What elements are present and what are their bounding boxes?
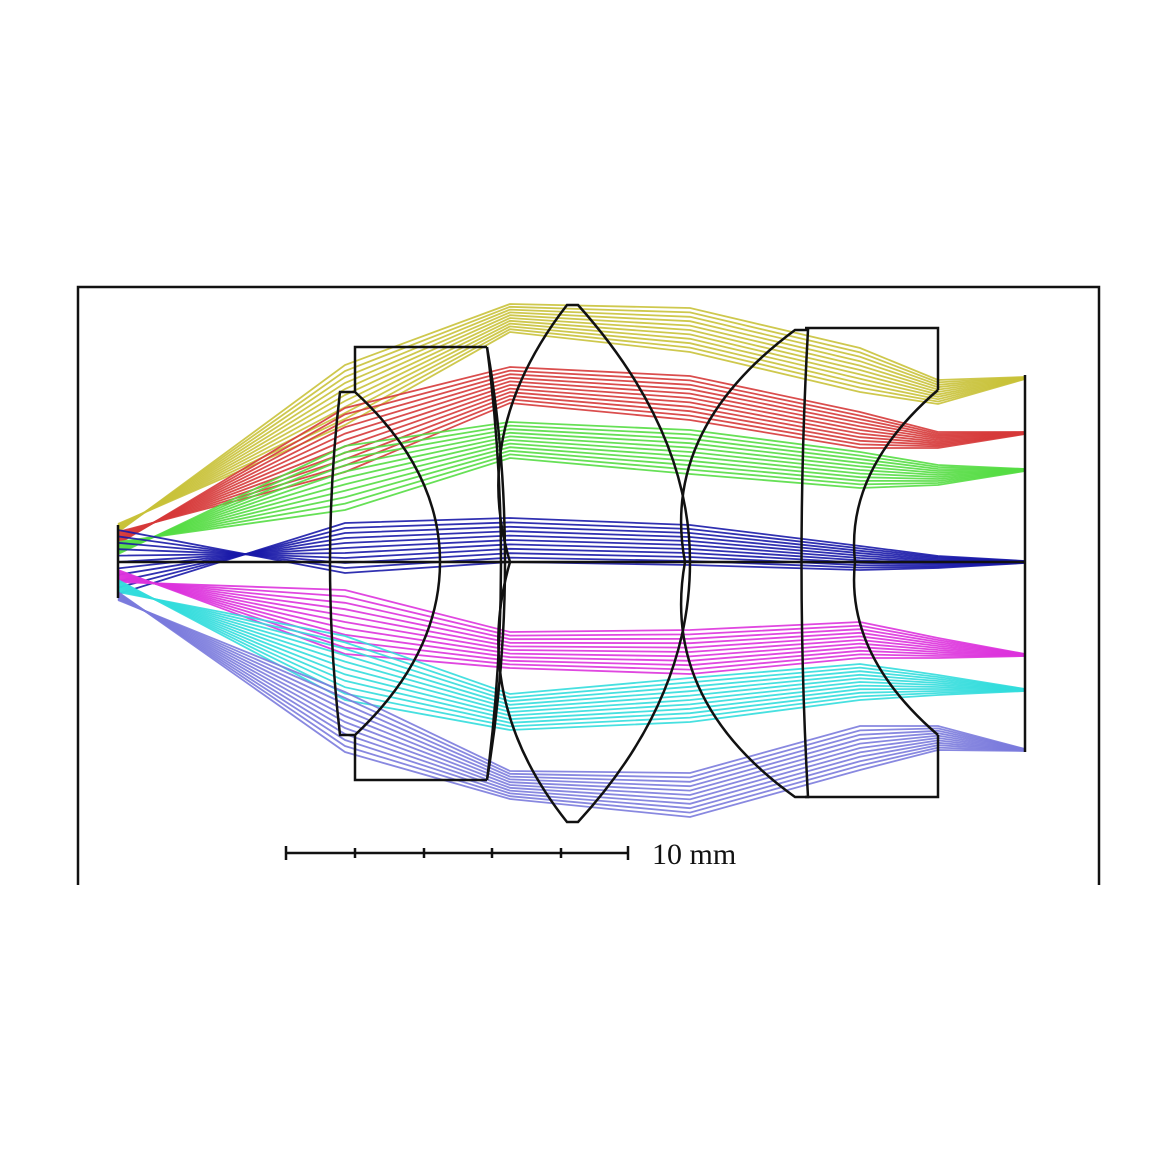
ray [117,587,1026,706]
ray [117,585,1026,713]
lens-1 [328,390,442,737]
ray [117,317,1026,529]
ray [117,588,1026,703]
lens-3 [497,303,692,824]
ray [117,599,1026,774]
ray [117,373,1026,543]
frame [76,285,1101,885]
ray [117,322,1026,528]
ray [117,578,1026,656]
ray [117,521,1026,589]
ray [117,581,1026,655]
ray [117,579,1026,656]
ray [117,597,1026,783]
scale-ticks [284,846,630,860]
ray [117,586,1026,710]
ray [117,428,1026,553]
ray [117,598,1026,779]
barrel-rear [805,326,940,799]
ray [117,319,1026,528]
ray [117,583,1026,717]
ray [117,457,1026,543]
ray [117,577,1026,656]
ray [117,569,1026,675]
optics [116,303,1027,824]
ray [117,369,1026,544]
ray [117,570,1026,671]
ray [117,328,1026,526]
scale-bar: 10 mm [284,838,736,871]
ray [117,442,1026,548]
scale-label: 10 mm [652,838,736,871]
lens-4 [679,328,810,799]
barrel-front [353,345,487,782]
lens-5 [852,389,939,736]
ray [117,580,1026,728]
ray [117,582,1026,721]
ray [117,325,1026,527]
ray [117,384,1026,539]
ray [117,431,1026,552]
ray [117,435,1026,551]
ray [117,596,1026,788]
frame-border [76,285,1101,885]
ray [117,517,1026,595]
ray [117,575,1026,656]
ray [117,576,1026,656]
ray [117,424,1026,554]
lens-2 [485,346,507,781]
ray [117,421,1026,555]
ray [117,573,1026,658]
ray [117,331,1026,525]
ray [117,589,1026,699]
ray [117,581,1026,724]
ray [117,439,1026,549]
ray [117,579,1026,731]
ray [117,453,1026,545]
ray [117,591,1026,695]
ray [117,525,1026,583]
ray [117,380,1026,541]
ray [117,366,1025,545]
ray-bundles [117,303,1026,818]
ray [117,376,1026,542]
